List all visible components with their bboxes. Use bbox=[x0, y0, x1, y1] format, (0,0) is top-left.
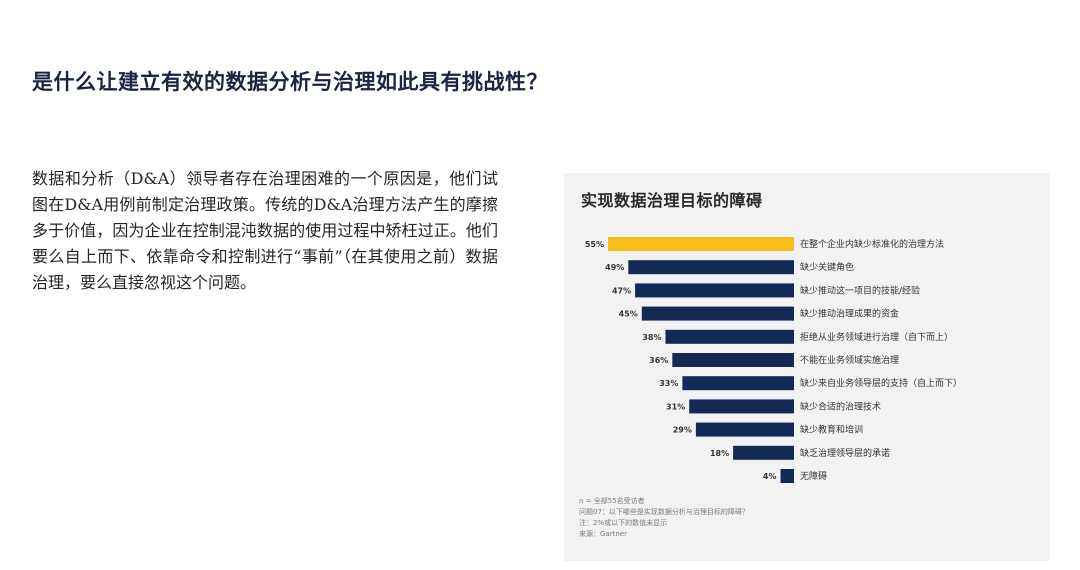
category-label: 缺少合适的治理技术 bbox=[800, 400, 881, 412]
bar-value-label: 4% bbox=[763, 472, 777, 481]
bar bbox=[689, 399, 794, 414]
chart-title: 实现数据治理目标的障碍 bbox=[581, 191, 763, 210]
category-label: 在整个企业内缺少标准化的治理方法 bbox=[800, 238, 944, 250]
category-label: 缺少来自业务领导层的支持（自上而下） bbox=[800, 377, 962, 389]
bar bbox=[672, 353, 794, 367]
category-label: 无障碍 bbox=[800, 470, 827, 482]
bar-value-label: 49% bbox=[605, 263, 624, 272]
bar-value-label: 31% bbox=[666, 402, 685, 411]
bar bbox=[695, 422, 794, 437]
category-label: 缺少推动这一项目的技能/经验 bbox=[800, 284, 920, 296]
bar bbox=[628, 260, 794, 275]
bar-value-label: 36% bbox=[649, 356, 668, 365]
category-label: 缺乏治理领导层的承诺 bbox=[800, 447, 890, 459]
bar bbox=[665, 329, 794, 344]
bar bbox=[682, 376, 794, 391]
bar-chart: 55% 在整个企业内缺少标准化的治理方法 49% 缺少关键角色 47% 缺少推动这一项目的… bbox=[585, 237, 962, 483]
chart-note: 来源：Gartner bbox=[579, 530, 627, 538]
bar-value-label: 55% bbox=[585, 240, 604, 249]
category-label: 缺少关键角色 bbox=[800, 261, 854, 273]
chart-notes: n = 全部55名受访者 问题07：以下哪些是实现数据分析与治理目标的障碍？ 注… bbox=[579, 496, 749, 540]
bar bbox=[733, 445, 794, 460]
category-label: 缺少教育和培训 bbox=[800, 424, 863, 436]
chart-note: 注：2%或以下的数值未显示 bbox=[579, 519, 668, 527]
page-title: 是什么让建立有效的数据分析与治理如此具有挑战性？ bbox=[32, 70, 548, 94]
bar-value-label: 33% bbox=[659, 379, 678, 388]
body-paragraph: 数据和分析（D&A）领导者存在治理困难的一个原因是，他们试图在D&A用例前制定治… bbox=[32, 169, 498, 292]
bar-value-label: 45% bbox=[619, 310, 638, 319]
bar-value-label: 18% bbox=[710, 449, 729, 458]
bar bbox=[641, 306, 794, 321]
category-label: 不能在业务领域实施治理 bbox=[800, 354, 899, 366]
bar bbox=[608, 237, 794, 251]
bar bbox=[635, 283, 794, 298]
chart-panel: 实现数据治理目标的障碍 55% 在整个企业内缺少标准化的治理方法 49% 缺少关键角色… bbox=[564, 173, 1050, 561]
chart-note: 问题07：以下哪些是实现数据分析与治理目标的障碍？ bbox=[579, 508, 749, 516]
bar bbox=[780, 469, 794, 483]
category-label: 缺少推动治理成果的资金 bbox=[800, 308, 899, 320]
bar-value-label: 29% bbox=[673, 426, 692, 435]
category-label: 拒绝从业务领域进行治理（自下而上） bbox=[800, 331, 953, 343]
bar-value-label: 47% bbox=[612, 286, 631, 295]
bar-value-label: 38% bbox=[642, 333, 661, 342]
chart-note: n = 全部55名受访者 bbox=[579, 497, 645, 505]
